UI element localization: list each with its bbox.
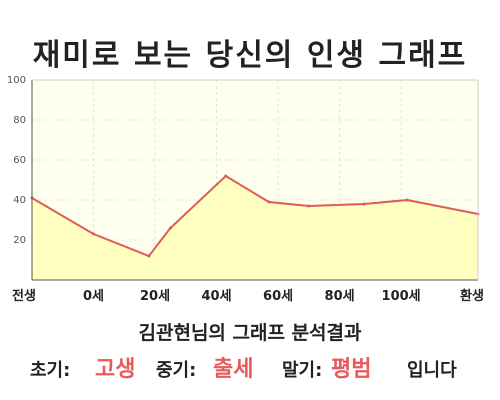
x-tick-label: 40세 xyxy=(202,289,232,304)
x-tick-label: 전생 xyxy=(12,288,36,304)
data-point xyxy=(147,254,151,258)
analysis-subtitle: 김관현님의 그래프 분석결과 xyxy=(138,322,362,344)
late-value: 평범 xyxy=(331,357,372,382)
x-tick-label: 100세 xyxy=(382,289,421,304)
y-tick-label: 80 xyxy=(13,115,26,126)
analysis-summary: 초기: 고생 중기: 출세 말기: 평범 입니다 xyxy=(0,350,500,384)
late-label: 말기: xyxy=(282,360,323,381)
chart-title: 재미로 보는 당신의 인생 그래프 xyxy=(32,38,468,73)
data-point xyxy=(92,232,96,236)
x-tick-label: 0세 xyxy=(83,289,104,304)
y-tick-label: 40 xyxy=(13,195,26,206)
data-point xyxy=(267,200,271,204)
x-tick-label: 80세 xyxy=(325,289,355,304)
x-tick-label: 60세 xyxy=(263,289,293,304)
middle-value: 출세 xyxy=(213,357,254,382)
series-line xyxy=(31,174,479,258)
data-point xyxy=(307,204,311,208)
data-point xyxy=(224,174,228,178)
ending-text: 입니다 xyxy=(407,360,457,381)
data-point xyxy=(168,226,172,230)
data-point xyxy=(405,198,409,202)
x-tick-label: 20세 xyxy=(140,289,170,304)
middle-label: 중기: xyxy=(156,360,197,381)
life-graph-chart: 20 40 60 80 100 전생 0세 20세 40세 60세 80세 100세 환생 xyxy=(7,75,484,304)
y-tick-label: 60 xyxy=(13,155,26,166)
y-tick-label: 100 xyxy=(7,75,26,86)
data-point xyxy=(362,202,366,206)
early-value: 고생 xyxy=(95,357,136,382)
x-tick-label: 환생 xyxy=(460,288,484,304)
early-label: 초기: xyxy=(30,360,71,381)
y-tick-label: 20 xyxy=(13,235,26,246)
